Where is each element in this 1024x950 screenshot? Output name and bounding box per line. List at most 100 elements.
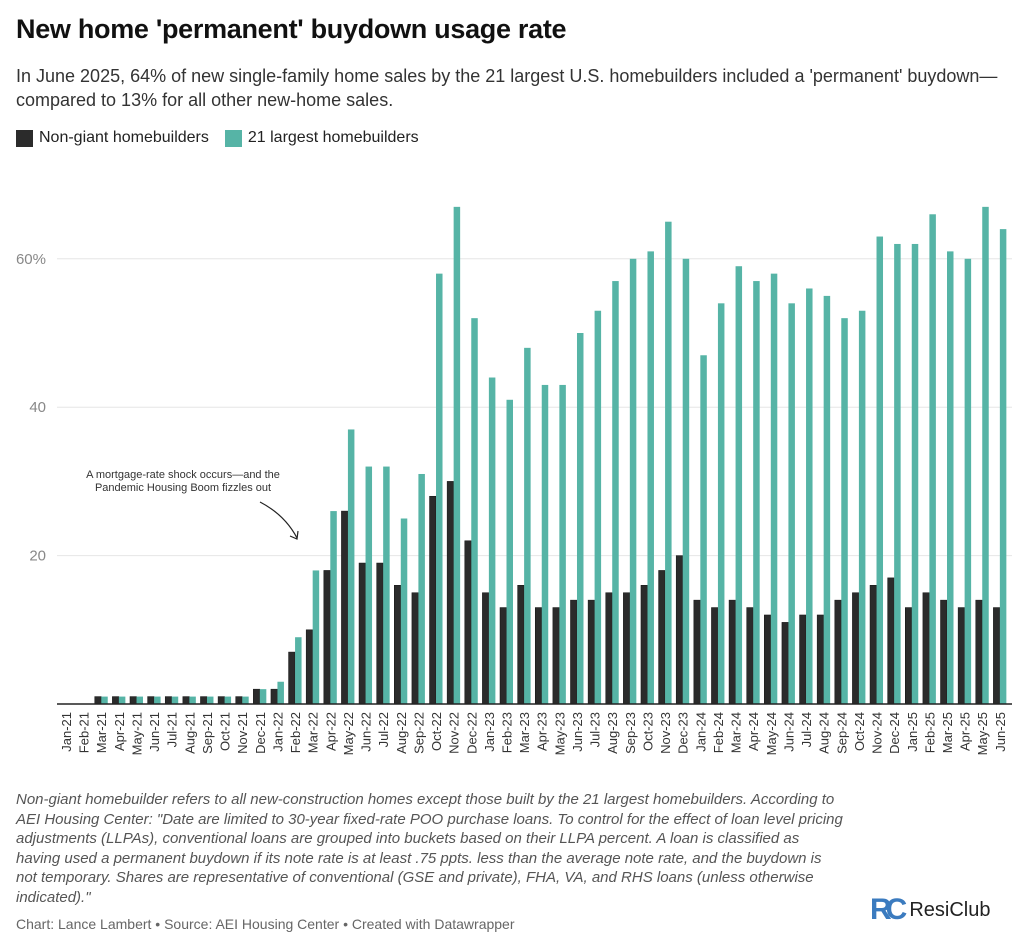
bar-non-giant <box>693 599 701 705</box>
annotation-text: A mortgage-rate shock occurs—and the <box>86 469 280 481</box>
x-tick-label: Apr-22 <box>323 712 338 751</box>
bar-non-giant <box>552 607 560 705</box>
x-tick-label: Oct-24 <box>852 712 867 751</box>
bar-largest <box>876 236 884 705</box>
bar-largest <box>806 288 813 704</box>
bar-non-giant <box>217 696 225 705</box>
y-tick-label: 40 <box>29 399 46 416</box>
bar-non-giant <box>464 540 472 705</box>
bar-non-giant <box>658 570 666 705</box>
x-tick-label: Mar-22 <box>306 712 321 753</box>
bar-largest <box>947 251 954 704</box>
bar-largest <box>717 303 725 704</box>
x-tick-label: Mar-25 <box>940 712 955 753</box>
bar-non-giant <box>799 614 807 705</box>
bar-largest <box>488 377 496 704</box>
bar-largest <box>594 310 602 704</box>
bar-non-giant <box>288 651 296 705</box>
bar-non-giant <box>358 562 366 705</box>
bar-non-giant <box>852 592 860 705</box>
bar-largest <box>400 518 408 704</box>
x-tick-label: Aug-23 <box>605 712 620 754</box>
x-tick-label: Apr-21 <box>112 712 127 751</box>
bar-largest <box>471 318 478 704</box>
x-tick-label: Mar-24 <box>729 712 744 753</box>
bar-largest <box>506 399 513 704</box>
x-tick-label: Jul-21 <box>165 712 180 747</box>
bar-largest <box>629 258 637 704</box>
x-tick-label: Jun-24 <box>781 712 796 752</box>
bar-largest <box>259 689 267 704</box>
bar-largest <box>999 229 1007 704</box>
bar-non-giant <box>834 599 842 705</box>
bar-non-giant <box>376 562 384 705</box>
bar-non-giant <box>499 607 507 705</box>
x-tick-label: Jan-21 <box>59 712 74 752</box>
x-tick-label: Sep-22 <box>411 712 426 754</box>
x-tick-label: Mar-23 <box>517 712 532 753</box>
legend: Non-giant homebuilders 21 largest homebu… <box>16 129 419 147</box>
x-tick-label: Apr-23 <box>535 712 550 751</box>
bar-non-giant <box>517 585 525 705</box>
bar-non-giant <box>746 607 754 705</box>
bar-non-giant <box>94 696 102 705</box>
bar-largest <box>242 696 249 704</box>
bar-non-giant <box>341 510 349 705</box>
bar-non-giant <box>482 592 490 705</box>
bar-non-giant <box>940 599 948 705</box>
bar-largest <box>735 266 743 704</box>
bar-non-giant <box>429 495 437 705</box>
x-tick-label: Oct-23 <box>640 712 655 751</box>
bar-non-giant <box>623 592 631 705</box>
logo-mark: RC <box>870 893 907 926</box>
bar-largest <box>541 384 549 704</box>
x-tick-label: Jul-22 <box>376 712 391 747</box>
bar-largest <box>418 473 425 704</box>
x-tick-label: Feb-24 <box>711 712 726 753</box>
bar-largest <box>559 384 566 704</box>
bar-largest <box>894 243 901 704</box>
bar-largest <box>171 696 179 704</box>
bar-non-giant <box>587 599 595 705</box>
x-tick-label: Jul-23 <box>588 712 603 747</box>
bar-largest <box>295 637 302 704</box>
x-tick-label: Aug-24 <box>817 712 832 754</box>
bar-non-giant <box>922 592 930 705</box>
bar-non-giant <box>411 592 419 705</box>
legend-item-non-giant: Non-giant homebuilders <box>16 129 209 147</box>
x-tick-label: May-21 <box>129 712 144 755</box>
x-tick-label: Apr-24 <box>746 712 761 751</box>
bar-largest <box>929 214 936 704</box>
bar-non-giant <box>394 585 402 705</box>
bar-non-giant <box>200 696 208 705</box>
x-tick-label: Nov-23 <box>658 712 673 754</box>
bar-non-giant <box>129 696 137 705</box>
logo-text: ResiClub <box>909 898 991 921</box>
bar-largest <box>982 206 989 705</box>
bar-largest <box>911 243 919 704</box>
bar-non-giant <box>711 607 719 705</box>
x-tick-label: May-24 <box>764 712 779 755</box>
bar-largest <box>136 696 143 704</box>
annotation-text: Pandemic Housing Boom fizzles out <box>95 482 271 494</box>
legend-label-largest: 21 largest homebuilders <box>247 129 419 146</box>
bar-largest <box>189 696 196 704</box>
x-tick-label: Nov-24 <box>870 712 885 754</box>
bar-non-giant <box>675 555 683 705</box>
bar-largest <box>312 570 320 704</box>
bar-largest <box>524 347 531 704</box>
bar-non-giant <box>446 481 454 705</box>
bar-largest <box>118 696 126 704</box>
x-tick-label: Jul-24 <box>799 712 814 747</box>
bar-largest <box>453 206 461 705</box>
bar-largest <box>612 281 619 704</box>
y-tick-label: 60% <box>16 251 46 268</box>
bar-non-giant <box>305 629 313 705</box>
bar-non-giant <box>534 607 542 705</box>
bar-largest <box>788 303 795 704</box>
bar-largest <box>277 681 284 704</box>
bar-largest <box>858 310 866 704</box>
bar-largest <box>330 511 337 704</box>
x-tick-label: Dec-21 <box>253 712 268 754</box>
x-tick-label: Feb-22 <box>288 712 303 753</box>
